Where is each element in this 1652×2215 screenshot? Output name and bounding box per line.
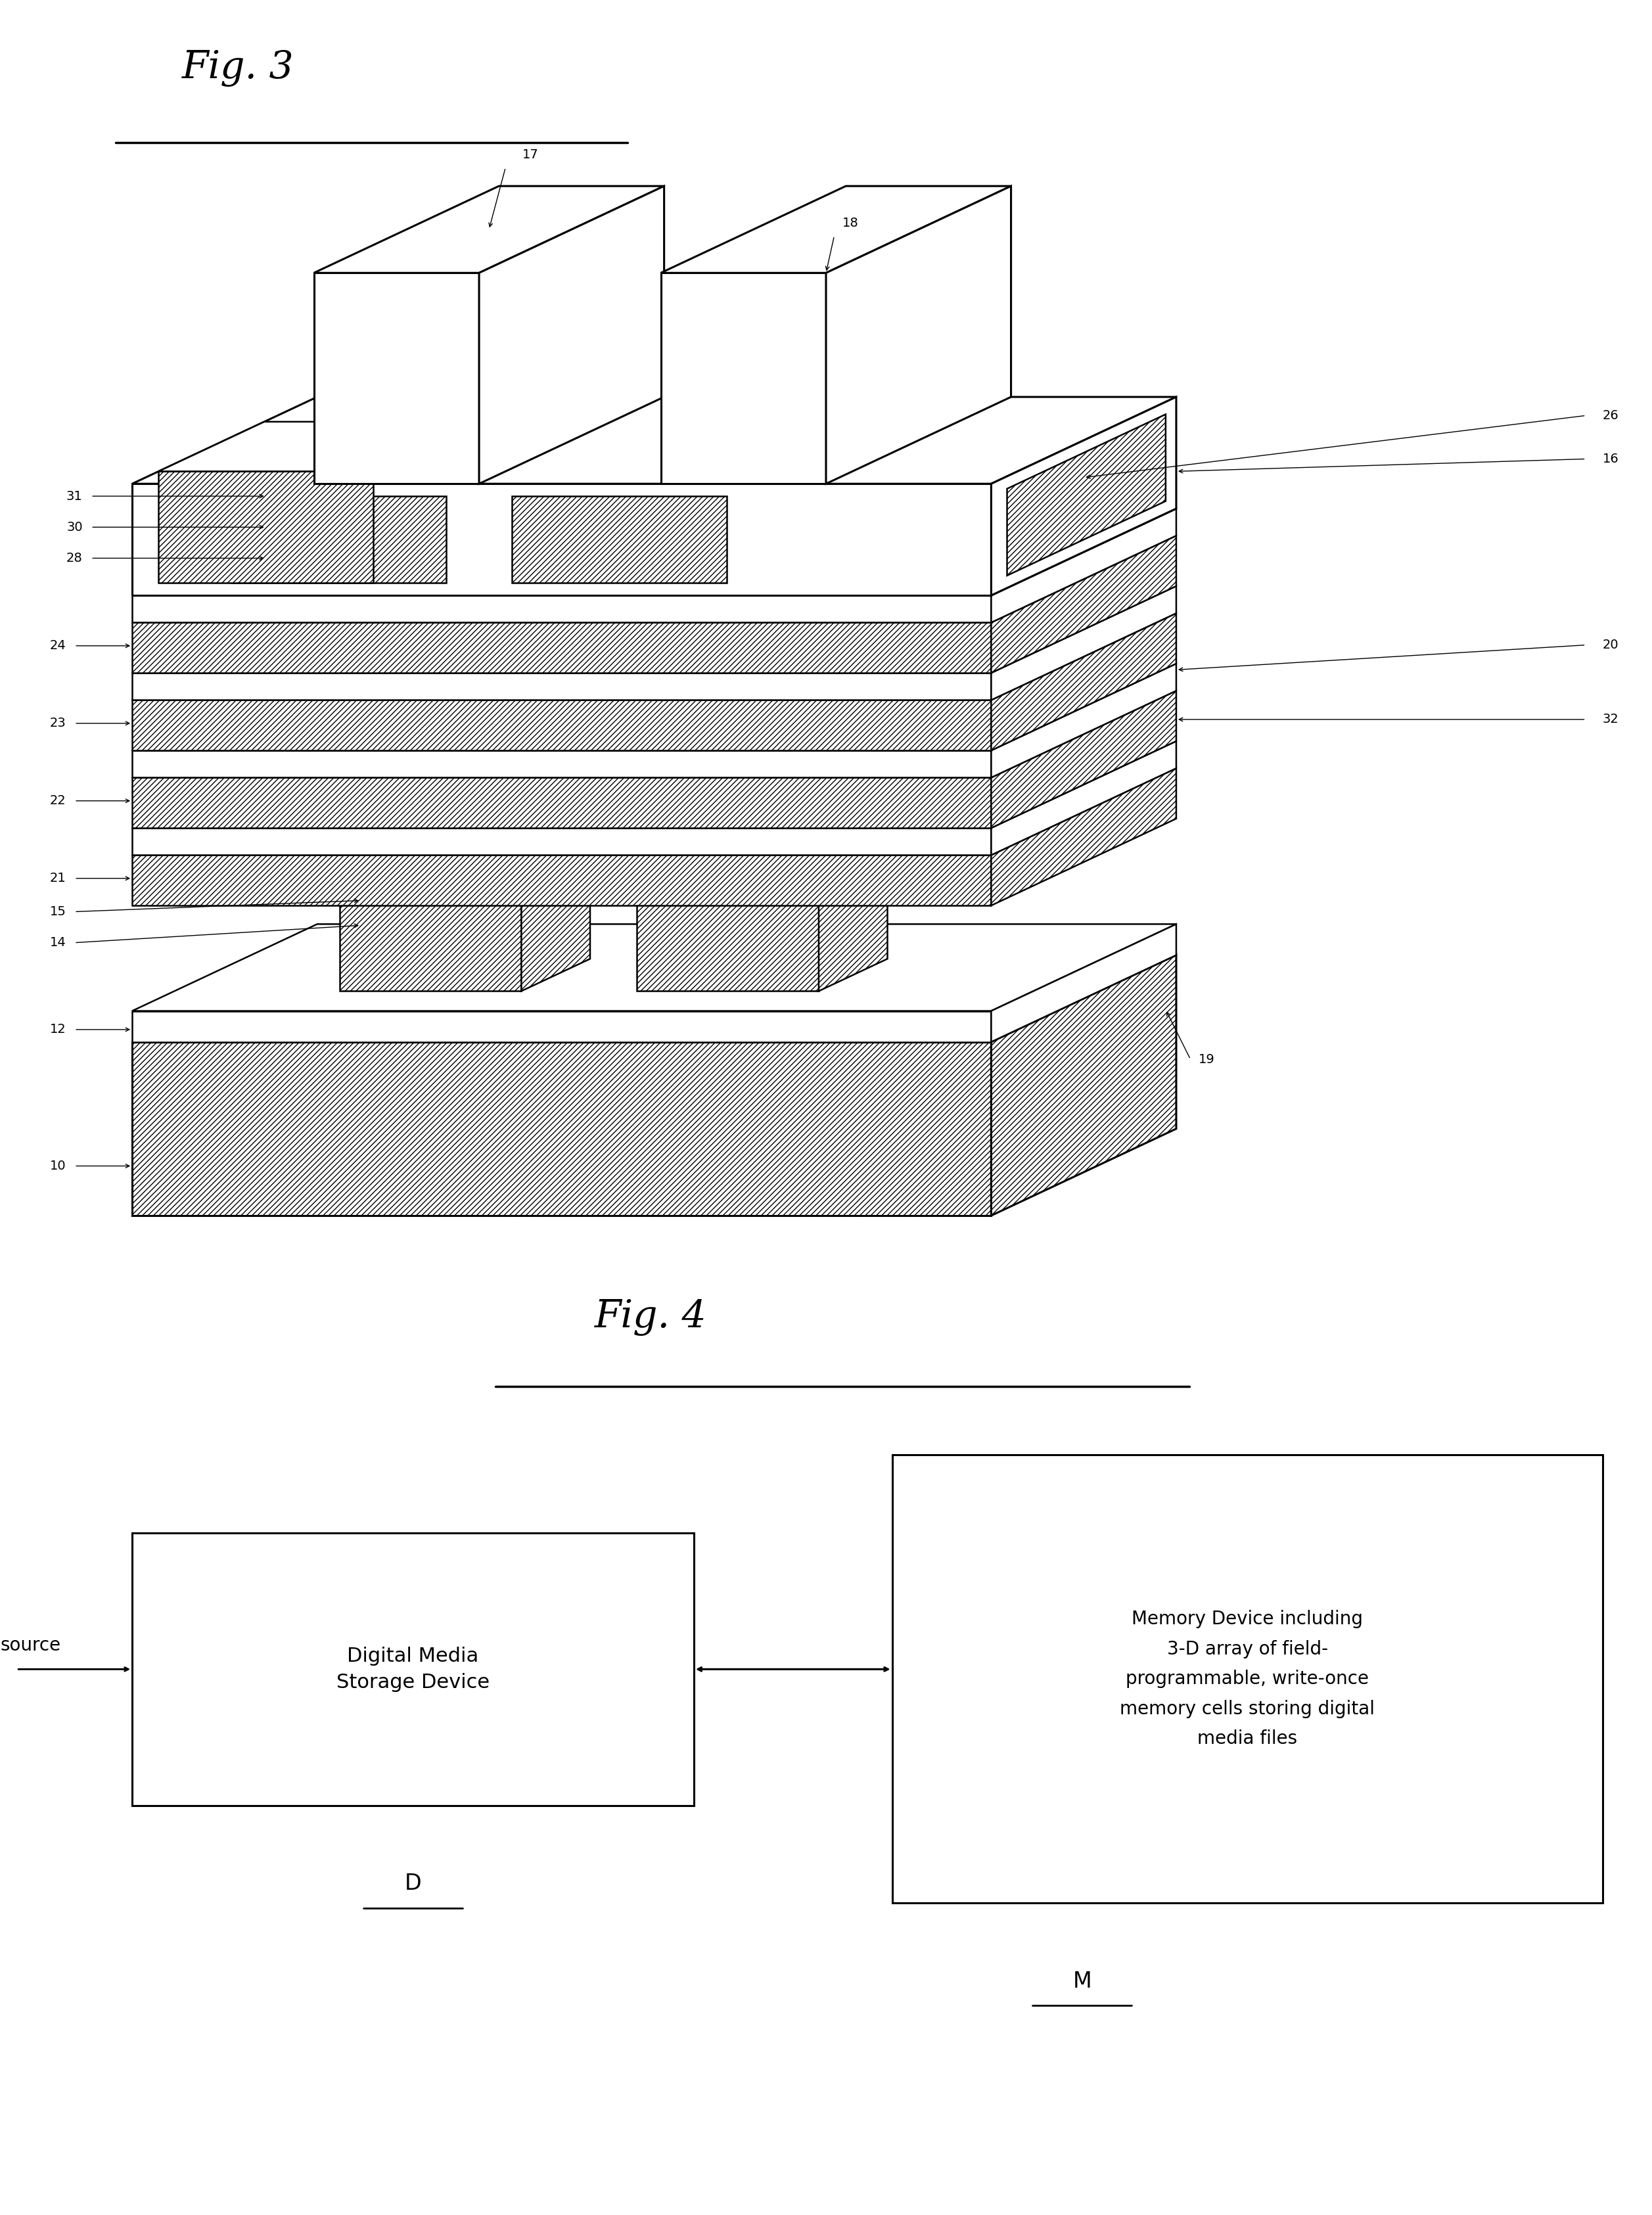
Polygon shape <box>132 673 991 700</box>
Polygon shape <box>132 700 991 751</box>
Polygon shape <box>819 853 887 990</box>
Text: 18: 18 <box>843 217 859 230</box>
Polygon shape <box>991 769 1176 906</box>
Text: Memory Device including
3-D array of field-
programmable, write-once
memory cell: Memory Device including 3-D array of fie… <box>1120 1610 1374 1748</box>
Polygon shape <box>991 614 1176 751</box>
Text: 15: 15 <box>50 906 66 917</box>
Polygon shape <box>132 509 1176 596</box>
Text: Fig. 4: Fig. 4 <box>595 1298 707 1336</box>
Text: D: D <box>405 1874 421 1894</box>
FancyBboxPatch shape <box>892 1455 1602 1903</box>
Polygon shape <box>132 855 991 906</box>
Text: 20: 20 <box>1602 638 1619 651</box>
Polygon shape <box>159 421 479 472</box>
Text: 23: 23 <box>50 718 66 729</box>
Polygon shape <box>522 853 590 990</box>
Polygon shape <box>132 924 1176 1010</box>
Text: 31: 31 <box>66 490 83 503</box>
Polygon shape <box>132 596 991 622</box>
Polygon shape <box>638 853 887 886</box>
Polygon shape <box>991 396 1176 596</box>
Text: 21: 21 <box>50 873 66 884</box>
Polygon shape <box>132 483 991 596</box>
Polygon shape <box>132 1010 991 1041</box>
Polygon shape <box>340 853 590 886</box>
Text: 26: 26 <box>1602 410 1619 421</box>
Polygon shape <box>991 587 1176 700</box>
Text: 12: 12 <box>50 1023 66 1037</box>
Polygon shape <box>661 186 1011 272</box>
Polygon shape <box>661 272 826 483</box>
Polygon shape <box>479 186 664 483</box>
Polygon shape <box>638 886 819 990</box>
Polygon shape <box>132 1041 991 1216</box>
Polygon shape <box>132 955 1176 1041</box>
Text: 32: 32 <box>1602 713 1619 727</box>
Polygon shape <box>132 751 991 777</box>
Text: 22: 22 <box>50 795 66 806</box>
FancyBboxPatch shape <box>132 1533 694 1805</box>
Text: 30: 30 <box>66 521 83 534</box>
Polygon shape <box>512 496 727 583</box>
Text: 16: 16 <box>1602 452 1619 465</box>
Text: 24: 24 <box>50 640 66 651</box>
Text: Digital Media
Storage Device: Digital Media Storage Device <box>337 1646 489 1692</box>
Polygon shape <box>991 536 1176 673</box>
Text: 14: 14 <box>50 937 66 948</box>
Polygon shape <box>991 742 1176 855</box>
Text: 17: 17 <box>522 148 539 162</box>
Polygon shape <box>991 691 1176 828</box>
Polygon shape <box>132 777 991 828</box>
Polygon shape <box>340 886 522 990</box>
Polygon shape <box>159 472 373 583</box>
Polygon shape <box>314 186 664 272</box>
Polygon shape <box>826 186 1011 483</box>
Text: 10: 10 <box>50 1161 66 1172</box>
Text: Fig. 3: Fig. 3 <box>182 49 294 86</box>
Polygon shape <box>132 828 991 855</box>
Text: 28: 28 <box>66 552 83 565</box>
Text: 19: 19 <box>1199 1052 1214 1065</box>
Polygon shape <box>991 664 1176 777</box>
Polygon shape <box>991 509 1176 622</box>
Polygon shape <box>231 496 446 583</box>
Polygon shape <box>991 955 1176 1216</box>
Text: M: M <box>1072 1971 1092 1991</box>
Polygon shape <box>132 622 991 673</box>
Polygon shape <box>1008 414 1166 576</box>
Text: source: source <box>0 1637 61 1655</box>
Polygon shape <box>314 272 479 483</box>
Polygon shape <box>132 396 1176 483</box>
Polygon shape <box>991 924 1176 1041</box>
